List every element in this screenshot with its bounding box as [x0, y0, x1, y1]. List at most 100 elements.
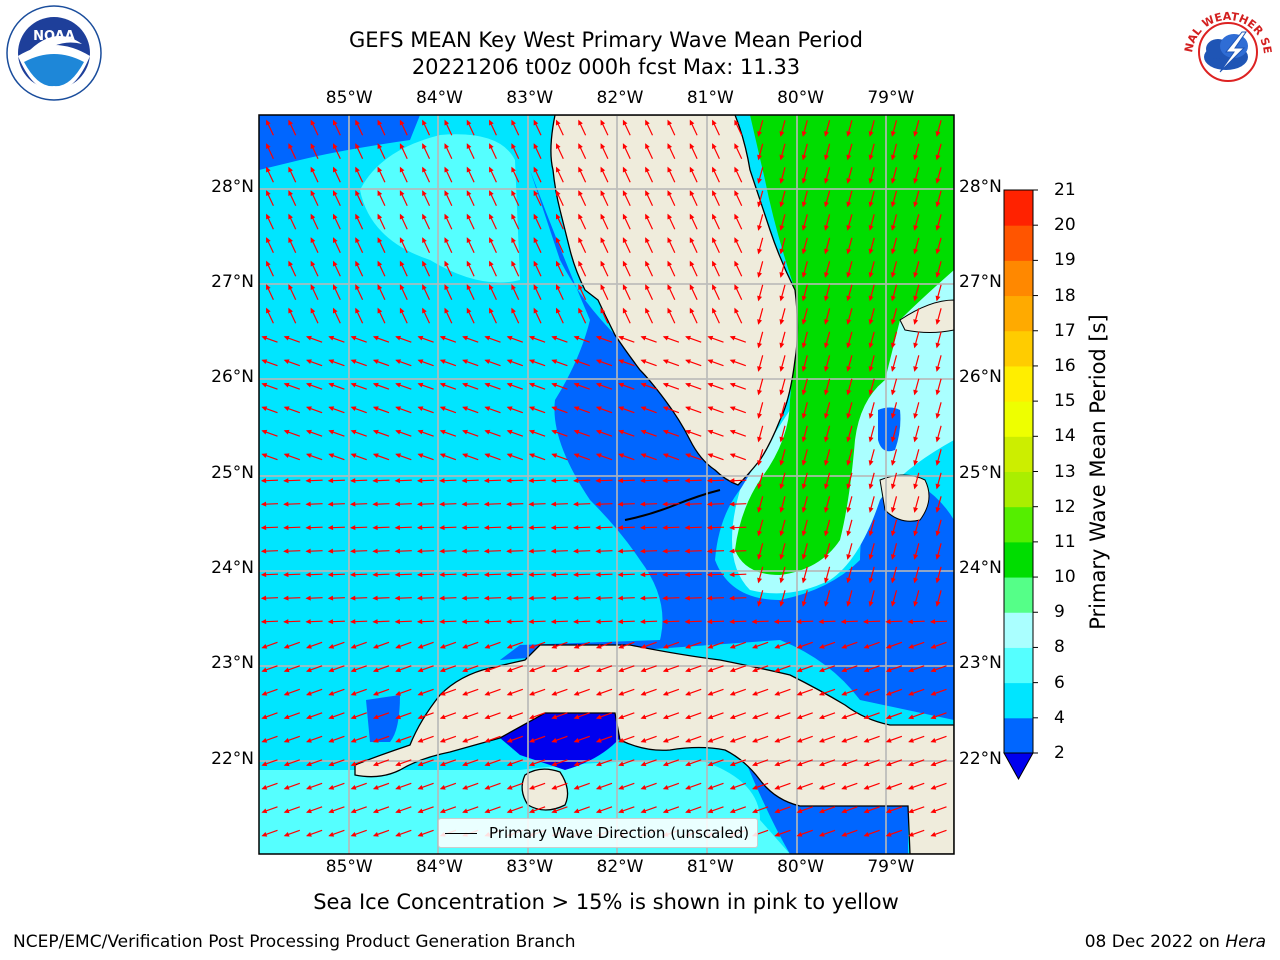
lat-tick-label-left: 24°N	[211, 557, 254, 578]
wave-arrow-head	[734, 260, 739, 267]
wave-arrow-head	[846, 225, 852, 231]
wave-arrow-head	[779, 201, 785, 208]
wave-arrow-head	[779, 483, 785, 490]
wave-arrow-head	[444, 143, 450, 149]
wave-arrow-head	[707, 335, 714, 341]
wave-arrow-head	[863, 714, 870, 720]
colorbar-segment	[1004, 225, 1033, 261]
wave-arrow-head	[444, 213, 450, 220]
wave-arrow-head	[578, 237, 583, 243]
wave-arrow-head	[913, 131, 919, 137]
wave-arrow-head	[573, 737, 580, 743]
wave-arrow-head	[489, 284, 494, 290]
wave-arrow-head	[350, 831, 357, 837]
wave-arrow-head	[395, 359, 402, 365]
wave-arrow-head	[573, 595, 579, 601]
lon-tick-label-bottom: 81°W	[686, 857, 734, 877]
wave-arrow-head	[310, 143, 316, 149]
wave-arrow-head	[395, 429, 402, 435]
wave-arrow-head	[372, 667, 379, 673]
wave-arrow-head	[774, 737, 781, 743]
wave-arrow-head	[506, 714, 513, 720]
wave-arrow-head	[417, 667, 424, 673]
wave-direction-arrows	[260, 119, 948, 837]
wave-arrow-head	[372, 453, 379, 459]
wave-arrow-head	[484, 714, 491, 720]
wave-arrow-head	[824, 577, 829, 584]
footnote: Sea Ice Concentration > 15% is shown in …	[313, 890, 899, 914]
wave-arrow-head	[618, 667, 625, 673]
field-bahamas-inner	[878, 407, 901, 452]
wave-arrow-head	[685, 667, 691, 673]
wave-arrow-head	[618, 335, 625, 341]
wave-arrow-head	[618, 784, 625, 790]
wave-arrow-head	[801, 601, 807, 607]
wave-arrow-head	[395, 335, 402, 341]
wave-arrow-head	[779, 248, 785, 255]
wave-arrow-head	[890, 436, 896, 443]
wave-arrow-head	[439, 714, 446, 720]
wave-arrow-head	[774, 784, 781, 790]
wave-arrow-head	[846, 554, 852, 560]
wave-arrow-head	[729, 501, 735, 507]
wave-arrow-head	[757, 248, 762, 255]
wave-arrow-head	[578, 213, 583, 220]
wave-arrow-head	[935, 342, 941, 349]
colorbar-segment	[1004, 612, 1033, 648]
wave-arrow-head	[506, 761, 513, 767]
wave-arrow-head	[327, 548, 334, 554]
wave-arrow-head	[818, 831, 825, 837]
wave-arrow-head	[640, 382, 647, 388]
wave-arrow-head	[774, 714, 781, 720]
wave-arrow-head	[618, 643, 625, 649]
wave-arrow-head	[913, 201, 919, 208]
wave-arrow-head	[639, 478, 646, 484]
wave-arrow-head	[779, 295, 785, 302]
lat-tick-label-left: 23°N	[211, 653, 254, 674]
wave-arrow-head	[685, 382, 691, 388]
wave-arrow-head	[818, 667, 825, 673]
wave-arrow-head	[662, 808, 669, 814]
wave-arrow-head	[350, 784, 357, 790]
wave-arrow-head	[529, 714, 535, 720]
wave-arrow-head	[306, 406, 312, 412]
wave-arrow-head	[824, 272, 829, 278]
wave-arrow-head	[350, 761, 357, 767]
wave-arrow-head	[350, 501, 356, 507]
wave-arrow-head	[551, 429, 558, 435]
wave-arrow-head	[667, 237, 673, 243]
lat-tick-label-right: 28°N	[959, 176, 1002, 197]
wave-arrow-head	[662, 643, 669, 649]
wave-arrow-head	[729, 548, 735, 554]
wave-arrow-head	[689, 237, 695, 243]
wave-arrow-head	[818, 690, 825, 696]
wave-arrow-head	[399, 260, 405, 267]
lat-tick-label-right: 22°N	[959, 748, 1002, 769]
wave-arrow-head	[868, 342, 874, 349]
wave-arrow-head	[930, 737, 937, 743]
wave-arrow-head	[752, 761, 758, 767]
wave-arrow-head	[863, 761, 870, 767]
wave-arrow-head	[729, 335, 736, 341]
wave-arrow-head	[573, 429, 580, 435]
wave-arrow-head	[846, 507, 852, 513]
wave-arrow-head	[885, 831, 892, 837]
wave-arrow-head	[868, 530, 874, 537]
wave-arrow-head	[394, 525, 401, 531]
wave-arrow-head	[489, 260, 494, 267]
wave-arrow-head	[757, 131, 762, 137]
wave-arrow-head	[824, 295, 829, 302]
wave-arrow-head	[310, 119, 316, 126]
wave-arrow-head	[489, 213, 494, 220]
wave-arrow-head	[863, 808, 870, 814]
wave-arrow-head	[863, 667, 870, 673]
wave-arrow-head	[846, 131, 852, 137]
wave-arrow-head	[506, 359, 513, 365]
wave-arrow-head	[417, 690, 424, 696]
wave-arrow-head	[935, 389, 941, 396]
wave-arrow-head	[578, 166, 583, 173]
wave-arrow-head	[372, 429, 379, 435]
wave-arrow-head	[372, 831, 379, 837]
wave-arrow-head	[283, 714, 290, 720]
